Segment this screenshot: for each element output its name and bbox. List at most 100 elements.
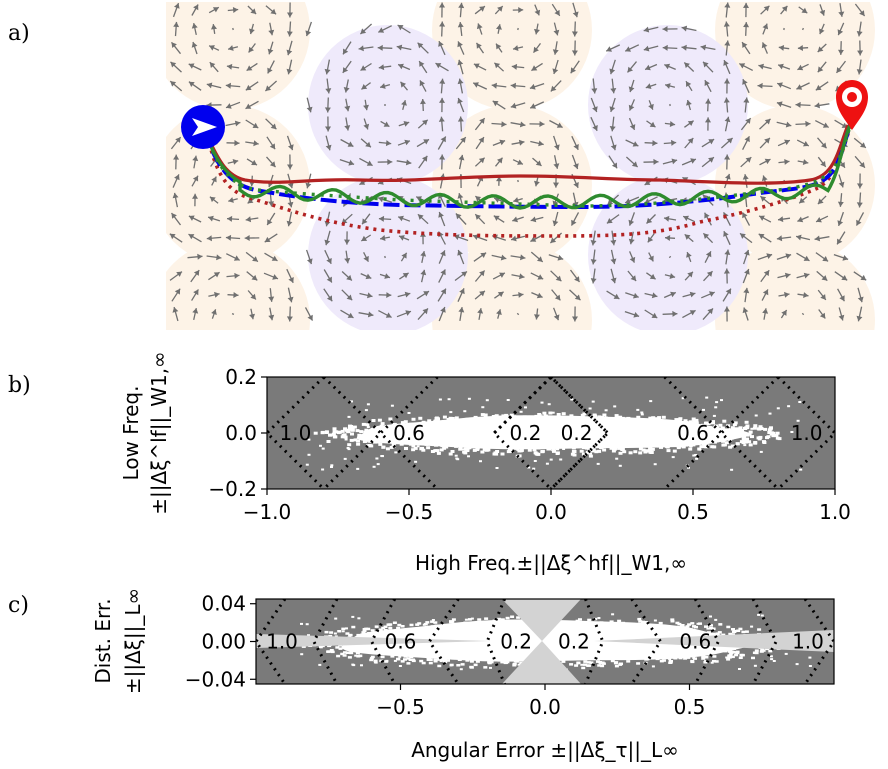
- flow-arrow: [646, 120, 656, 128]
- x-tick-label: 0.0: [529, 695, 561, 719]
- flow-arrow: [227, 159, 239, 165]
- flow-arrow: [245, 81, 259, 91]
- flow-arrow: [418, 60, 428, 74]
- flow-arrow: [438, 269, 446, 283]
- flow-arrow: [743, 287, 750, 303]
- flow-arrow: [857, 173, 863, 189]
- purple-vortex-disk: [588, 175, 748, 330]
- flow-arrow: [552, 41, 559, 55]
- contour-label: 0.6: [679, 630, 711, 654]
- contour-line: [584, 599, 605, 684]
- flow-arrow: [570, 212, 580, 226]
- flow-arrow: [208, 45, 220, 51]
- flow-arrow: [643, 26, 659, 33]
- flow-arrow: [610, 135, 617, 151]
- flow-arrow: [817, 61, 827, 73]
- flow-arrow: [249, 308, 255, 320]
- flow-arrow: [572, 2, 579, 18]
- flow-arrow: [610, 268, 617, 284]
- flow-arrow: [206, 82, 222, 89]
- flow-arrow: [776, 82, 792, 90]
- panel-label-a: a): [8, 21, 30, 46]
- flow-arrow: [702, 232, 714, 244]
- flow-arrow: [644, 63, 658, 71]
- flow-arrow: [458, 2, 465, 18]
- axis-ticks: −0.5 0.0 0.5 0.04 0.00 −0.04: [185, 592, 706, 719]
- flow-arrow: [724, 40, 731, 56]
- flow-arrow: [191, 289, 199, 301]
- flow-arrow: [534, 308, 540, 320]
- top-hourglass-wedge: [502, 599, 581, 641]
- flow-arrow: [759, 195, 771, 205]
- flow-arrow: [512, 45, 524, 51]
- flow-arrow: [249, 23, 255, 35]
- flow-arrow: [552, 211, 559, 227]
- flow-arrow: [662, 26, 678, 32]
- flow-arrow: [628, 79, 635, 93]
- flow-arrow: [796, 272, 810, 279]
- flow-arrow: [571, 135, 579, 151]
- flow-arrow: [396, 159, 412, 166]
- flow-arrow: [836, 231, 846, 245]
- flow-arrow: [396, 44, 412, 51]
- flow-arrow: [724, 116, 731, 132]
- flow-arrow: [379, 235, 391, 241]
- flow-arrow: [797, 216, 809, 223]
- contour-line: [493, 377, 610, 489]
- flow-arrow: [192, 193, 198, 207]
- orange-vortex-disk: [432, 105, 592, 265]
- flow-arrow: [435, 62, 449, 72]
- flow-arrow: [360, 273, 372, 280]
- flow-arrow: [437, 136, 447, 150]
- flow-arrow: [247, 5, 257, 15]
- flow-arrow: [798, 6, 808, 14]
- flow-arrow: [264, 252, 278, 262]
- flow-arrow: [344, 231, 350, 245]
- flow-arrow: [417, 42, 429, 54]
- flow-arrow: [702, 61, 714, 73]
- flow-arrow: [818, 309, 826, 319]
- flow-arrow: [266, 156, 276, 168]
- flow-arrow: [817, 289, 827, 301]
- flow-arrow: [797, 45, 809, 51]
- flow-arrow: [777, 139, 791, 147]
- flow-arrow: [645, 83, 657, 89]
- flow-arrow: [361, 213, 371, 225]
- flow-arrow: [378, 140, 392, 147]
- flow-arrow: [228, 197, 238, 203]
- flow-arrow: [398, 121, 410, 127]
- flow-arrow: [512, 292, 524, 298]
- y-axis-label-line2: ±||Δξ^lf||_W1,∞: [147, 351, 171, 514]
- flow-arrow: [416, 138, 430, 148]
- flow-arrow: [797, 159, 809, 165]
- flow-arrow: [419, 80, 427, 92]
- y-tick-label: −0.04: [185, 667, 246, 691]
- flow-arrow: [815, 81, 829, 91]
- flow-arrow: [741, 41, 751, 55]
- flow-arrow: [776, 235, 792, 242]
- flow-arrow: [378, 64, 392, 71]
- contour-label: 0.2: [558, 630, 590, 654]
- left-thin-wedge: [256, 634, 490, 648]
- flow-arrow: [797, 63, 809, 71]
- y-tick-label: −0.2: [208, 477, 257, 501]
- flow-arrow: [724, 249, 731, 265]
- flow-arrow: [363, 118, 370, 130]
- flow-arrow: [211, 309, 217, 319]
- flow-arrow: [169, 233, 183, 243]
- flow-arrow: [759, 118, 771, 130]
- flow-arrow: [344, 117, 351, 131]
- flow-arrow: [572, 306, 578, 322]
- flow-arrow: [835, 60, 847, 74]
- flow-arrow: [418, 155, 428, 169]
- flow-arrow: [742, 249, 750, 265]
- flow-arrow: [530, 251, 544, 263]
- flow-arrow: [512, 7, 524, 13]
- flow-arrow: [397, 215, 411, 222]
- flow-arrow: [324, 97, 331, 113]
- flow-arrow: [339, 158, 355, 166]
- flow-arrow: [662, 158, 678, 165]
- flow-arrow: [814, 235, 830, 242]
- contour-label: 1.0: [266, 630, 298, 654]
- flow-arrow: [780, 5, 788, 15]
